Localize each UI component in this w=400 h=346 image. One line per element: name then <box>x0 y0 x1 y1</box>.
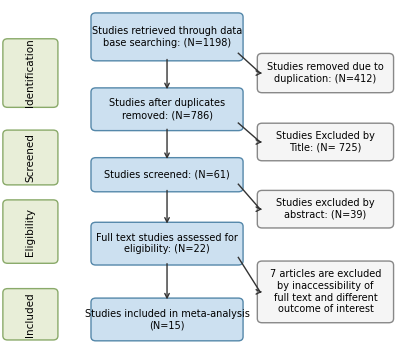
FancyBboxPatch shape <box>257 123 394 161</box>
FancyBboxPatch shape <box>3 130 58 185</box>
FancyBboxPatch shape <box>257 53 394 93</box>
FancyBboxPatch shape <box>91 13 243 61</box>
FancyBboxPatch shape <box>91 298 243 341</box>
FancyBboxPatch shape <box>91 88 243 130</box>
Text: Studies included in meta-analysis
(N=15): Studies included in meta-analysis (N=15) <box>84 309 250 330</box>
Text: Studies excluded by
abstract: (N=39): Studies excluded by abstract: (N=39) <box>276 198 375 220</box>
FancyBboxPatch shape <box>257 190 394 228</box>
Text: Studies retrieved through data
base searching: (N=1198): Studies retrieved through data base sear… <box>92 26 242 48</box>
Text: Studies after duplicates
removed: (N=786): Studies after duplicates removed: (N=786… <box>109 99 225 120</box>
Text: Studies removed due to
duplication: (N=412): Studies removed due to duplication: (N=4… <box>267 62 384 84</box>
Text: Identification: Identification <box>25 39 35 108</box>
Text: 7 articles are excluded
by inaccessibility of
full text and different
outcome of: 7 articles are excluded by inaccessibili… <box>270 270 381 314</box>
Text: Studies screened: (N=61): Studies screened: (N=61) <box>104 170 230 180</box>
Text: Eligibility: Eligibility <box>25 208 35 256</box>
FancyBboxPatch shape <box>91 222 243 265</box>
Text: Screened: Screened <box>25 133 35 182</box>
FancyBboxPatch shape <box>257 261 394 323</box>
FancyBboxPatch shape <box>3 289 58 340</box>
FancyBboxPatch shape <box>91 158 243 192</box>
FancyBboxPatch shape <box>3 39 58 107</box>
Text: Included: Included <box>25 292 35 337</box>
Text: Studies Excluded by
Title: (N= 725): Studies Excluded by Title: (N= 725) <box>276 131 375 153</box>
Text: Full text studies assessed for
eligibility: (N=22): Full text studies assessed for eligibili… <box>96 233 238 254</box>
FancyBboxPatch shape <box>3 200 58 263</box>
